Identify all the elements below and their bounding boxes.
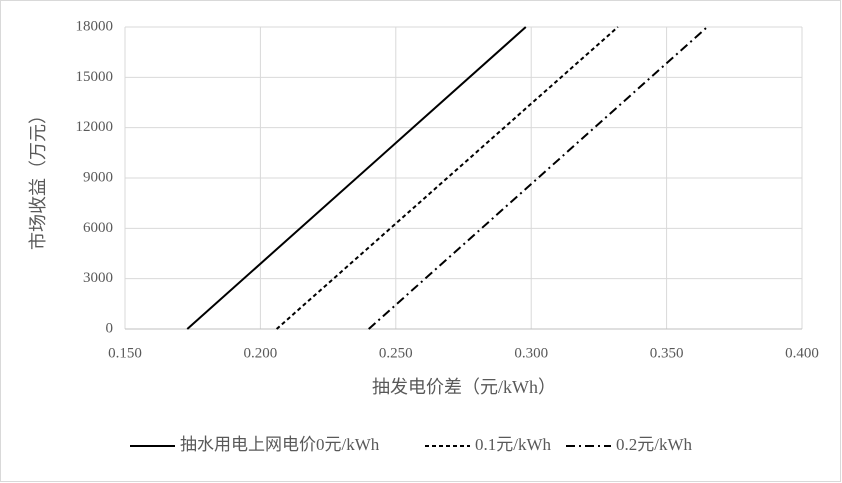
x-tick-label: 0.200 (244, 345, 278, 361)
y-tick-label: 12000 (76, 119, 114, 135)
legend-label: 0.2元/kWh (616, 435, 693, 454)
y-tick-label: 18000 (76, 18, 114, 34)
line (275, 26, 619, 330)
y-tick-label: 9000 (83, 169, 113, 185)
y-tick-label: 6000 (83, 220, 113, 236)
x-tick-label: 0.350 (650, 345, 684, 361)
y-tick-label: 0 (106, 320, 114, 336)
legend-label: 0.1元/kWh (475, 435, 552, 454)
y-tick-label: 3000 (83, 270, 113, 286)
x-tick-label: 0.400 (785, 345, 819, 361)
x-tick-label: 0.150 (108, 345, 142, 361)
y-axis-label: 市场收益（万元） (28, 106, 48, 250)
legend-label: 抽水用电上网电价0元/kWh (180, 435, 380, 454)
x-tick-label: 0.250 (379, 345, 413, 361)
x-axis-label: 抽发电价差（元/kWh） (372, 377, 556, 397)
line (186, 26, 527, 330)
x-tick-label: 0.300 (514, 345, 548, 361)
y-tick-label: 15000 (76, 69, 114, 85)
